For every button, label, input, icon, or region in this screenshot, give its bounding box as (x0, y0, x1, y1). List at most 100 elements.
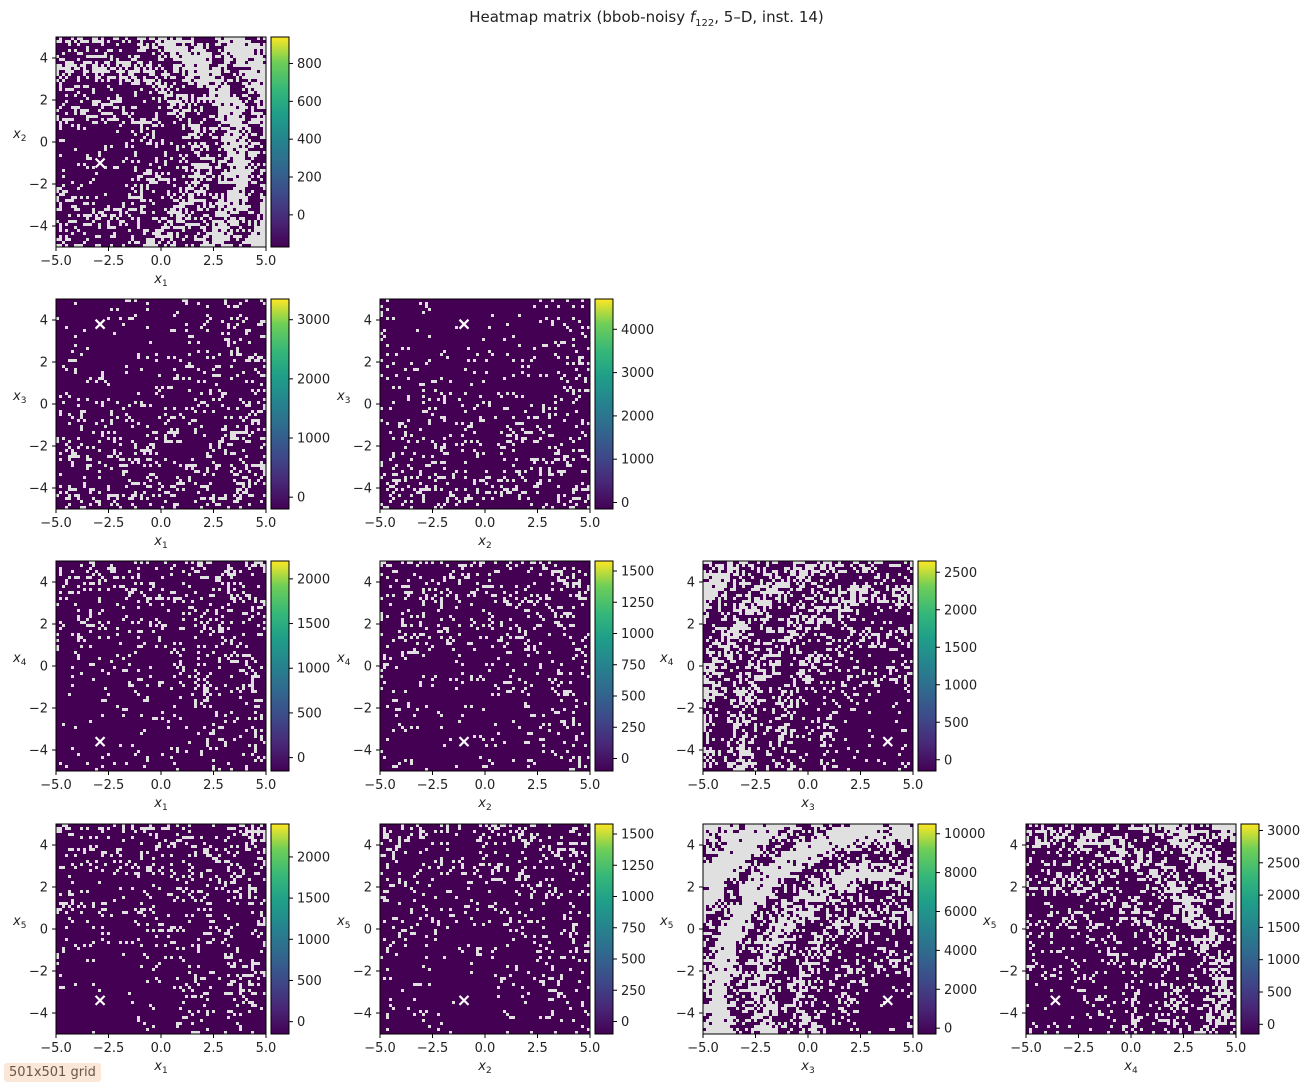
nan-cells (380, 299, 590, 509)
y-tick-label: 4 (364, 314, 372, 329)
colorbar-tick-label: 750 (621, 921, 646, 936)
colorbar-tick-label: 1000 (621, 453, 654, 468)
heatmap-panel-x2-x5: −5.0 −2.5 0.0 2.5 5.0 −4 −2 0 2 4 x2 x5 0 250 500 750 10… (336, 823, 654, 1076)
colorbar-tick-label: 1000 (621, 627, 654, 642)
y-tick-label: 0 (40, 398, 48, 413)
nan-cells (56, 824, 266, 1034)
nan-cells (1026, 824, 1236, 1034)
colorbar: 0 500 1000 1500 2000 (270, 823, 330, 1035)
y-tick-label: 2 (40, 618, 48, 633)
x-tick-label: −5.0 (40, 516, 72, 531)
x-tick-label: 0.0 (798, 1041, 819, 1056)
colorbar-tick-label: 1000 (1267, 953, 1300, 968)
y-tick-label: 2 (40, 881, 48, 896)
colorbar-tick-label: 250 (621, 984, 646, 999)
colorbar-tick-label: 500 (297, 974, 322, 989)
y-tick-label: 4 (364, 576, 372, 591)
colorbar-tick-label: 3000 (1267, 824, 1300, 839)
x-tick-label: 0.0 (475, 516, 496, 531)
axis-label: x2 (477, 1059, 491, 1076)
heatmap-panel-x2-x3: −5.0 −2.5 0.0 2.5 5.0 −4 −2 0 2 4 x2 x3 0 1000 2000 300… (336, 298, 654, 551)
y-tick-label: −2 (676, 702, 695, 717)
y-tick-label: 0 (1010, 923, 1018, 938)
colorbar-tick-label: 2000 (297, 850, 330, 865)
colorbar-tick-label: 250 (621, 721, 646, 736)
x-tick-label: 5.0 (256, 778, 277, 793)
colorbar: 0 500 1000 1500 2000 (270, 560, 330, 772)
heatmap-panel-x1-x4: −5.0 −2.5 0.0 2.5 5.0 −4 −2 0 2 4 x1 x4 0 500 1000 1500… (12, 560, 330, 813)
colorbar-tick-label: 600 (297, 95, 322, 110)
y-tick-label: 0 (40, 136, 48, 151)
colorbar-tick-label: 2000 (1267, 889, 1300, 904)
x-tick-label: −2.5 (93, 516, 125, 531)
nan-cells (380, 824, 590, 1034)
colorbar-tick-label: 1500 (297, 892, 330, 907)
axis-label: x2 (12, 127, 26, 144)
colorbar-tick-label: 0 (944, 753, 952, 768)
x-tick-label: 0.0 (151, 778, 172, 793)
y-tick-label: 0 (40, 923, 48, 938)
colorbar-tick-label: 800 (297, 57, 322, 72)
y-tick-label: −4 (29, 744, 48, 759)
x-tick-label: −2.5 (740, 1041, 772, 1056)
y-tick-label: −2 (676, 965, 695, 980)
heatmap-panel-x3-x5: −5.0 −2.5 0.0 2.5 5.0 −4 −2 0 2 4 x3 x5 0 2000 4000 600… (659, 823, 985, 1076)
colorbar: 0 1000 2000 3000 (270, 298, 330, 510)
y-tick-label: 2 (687, 618, 695, 633)
colorbar: 0 200 400 600 800 (270, 36, 322, 248)
colorbar: 0 500 1000 1500 2000 2500 (917, 560, 977, 772)
colorbar-tick-label: 0 (297, 1015, 305, 1030)
axis-label: x5 (659, 914, 673, 931)
y-tick-label: 4 (40, 52, 48, 67)
y-tick-label: −4 (676, 744, 695, 759)
x-tick-label: 5.0 (580, 778, 601, 793)
colorbar-tick-label: 2500 (1267, 856, 1300, 871)
heatmap-panel-x1-x2: −5.0 −2.5 0.0 2.5 5.0 −4 −2 0 2 4 x1 x2 0 200 400 600 80… (12, 36, 322, 289)
colorbar-tick-label: 10000 (944, 827, 985, 842)
y-tick-label: 4 (40, 839, 48, 854)
heatmap-panel-x3-x4: −5.0 −2.5 0.0 2.5 5.0 −4 −2 0 2 4 x3 x4 0 500 1000 1500… (659, 560, 977, 813)
y-tick-label: 2 (364, 881, 372, 896)
y-tick-label: 0 (364, 398, 372, 413)
y-tick-label: 2 (40, 356, 48, 371)
colorbar-tick-label: 2000 (944, 983, 977, 998)
colorbar-tick-label: 0 (621, 1015, 629, 1030)
colorbar-tick-label: 0 (297, 491, 305, 506)
colorbar-tick-label: 500 (621, 953, 646, 968)
heatmap-image (703, 561, 913, 771)
colorbar-tick-label: 1000 (621, 890, 654, 905)
x-tick-label: 5.0 (1226, 1041, 1247, 1056)
colorbar-tick-label: 500 (1267, 986, 1292, 1001)
y-tick-label: −2 (353, 702, 372, 717)
axis-label: x3 (336, 389, 350, 406)
colorbar-tick-label: 3000 (297, 313, 330, 328)
x-tick-label: 5.0 (580, 1041, 601, 1056)
y-tick-label: −4 (29, 482, 48, 497)
axis-label: x3 (800, 1059, 814, 1076)
colorbar-tick-label: 0 (944, 1022, 952, 1037)
optimum-marker-icon (94, 995, 106, 1006)
y-tick-label: 4 (1010, 839, 1018, 854)
y-tick-label: −4 (353, 482, 372, 497)
axis-label: x4 (336, 651, 351, 668)
y-tick-label: −2 (29, 440, 48, 455)
y-tick-label: −2 (999, 965, 1018, 980)
x-tick-label: −2.5 (93, 254, 125, 269)
heatmap-image (380, 824, 590, 1034)
x-tick-label: −5.0 (364, 1041, 396, 1056)
x-tick-label: −5.0 (687, 1041, 719, 1056)
y-tick-label: −2 (353, 440, 372, 455)
colorbar-tick-label: 6000 (944, 905, 977, 920)
x-tick-label: −5.0 (364, 778, 396, 793)
optimum-marker-icon (882, 995, 894, 1006)
colorbar-tick-label: 4000 (944, 944, 977, 959)
x-tick-label: 0.0 (475, 1041, 496, 1056)
heatmap-panel-x4-x5: −5.0 −2.5 0.0 2.5 5.0 −4 −2 0 2 4 x4 x5 0 500 1000 1500… (982, 823, 1300, 1076)
y-tick-label: 4 (687, 576, 695, 591)
axis-label: x1 (153, 796, 167, 813)
y-tick-label: 2 (1010, 881, 1018, 896)
x-tick-label: −2.5 (93, 1041, 125, 1056)
x-tick-label: −2.5 (740, 778, 772, 793)
colorbar-tick-label: 4000 (621, 323, 654, 338)
